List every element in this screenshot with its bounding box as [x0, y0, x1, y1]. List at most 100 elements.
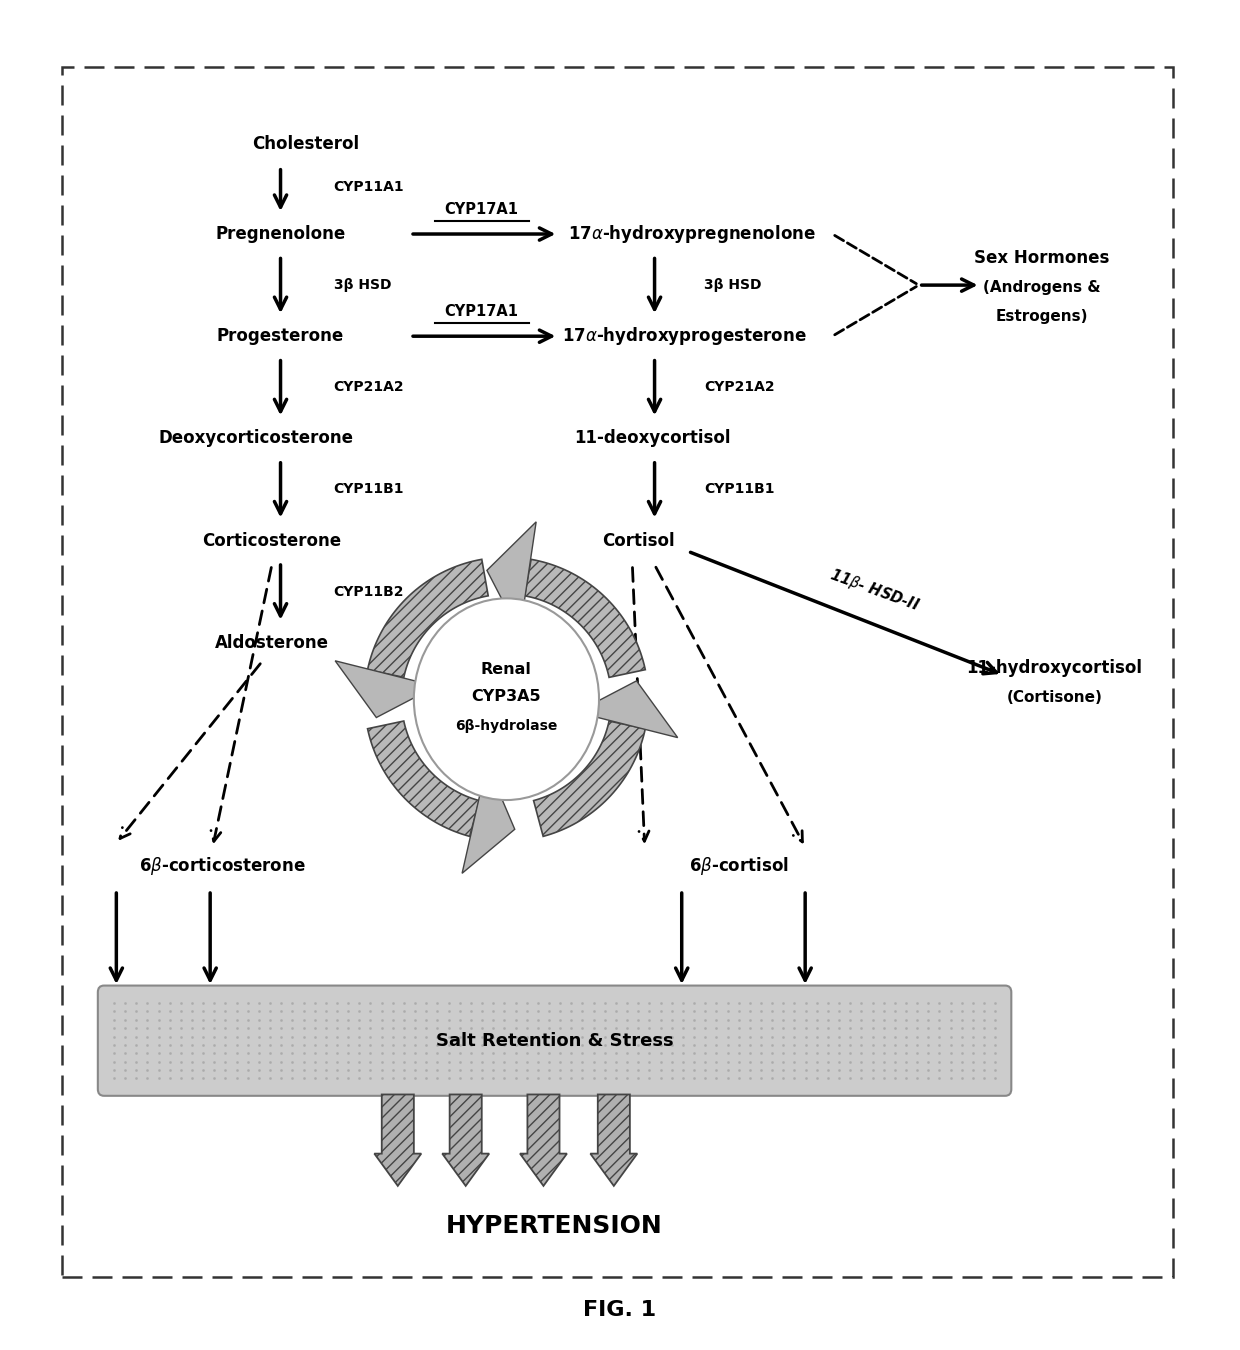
Point — [205, 992, 224, 1014]
Point — [339, 992, 358, 1014]
Point — [272, 1042, 291, 1064]
Point — [160, 1050, 180, 1072]
Point — [763, 1018, 782, 1040]
Point — [528, 1000, 548, 1022]
Point — [539, 1018, 559, 1040]
Point — [182, 1008, 202, 1030]
Point — [562, 1050, 582, 1072]
Point — [774, 1034, 794, 1056]
Point — [182, 1018, 202, 1040]
Point — [339, 1008, 358, 1030]
Point — [506, 1034, 526, 1056]
Point — [651, 1042, 671, 1064]
Point — [316, 1026, 336, 1048]
Point — [260, 992, 280, 1014]
Point — [863, 1008, 883, 1030]
Point — [919, 992, 939, 1014]
Text: 11-deoxycortisol: 11-deoxycortisol — [574, 429, 730, 447]
Point — [294, 1068, 314, 1089]
Point — [629, 1068, 649, 1089]
Point — [863, 1018, 883, 1040]
Point — [260, 1008, 280, 1030]
Point — [618, 1042, 637, 1064]
Point — [930, 1018, 950, 1040]
Point — [774, 1008, 794, 1030]
Point — [383, 1008, 403, 1030]
Point — [372, 1000, 392, 1022]
Point — [104, 1068, 124, 1089]
Point — [673, 1034, 693, 1056]
Point — [952, 1034, 972, 1056]
Point — [941, 1000, 961, 1022]
Point — [562, 1000, 582, 1022]
Point — [908, 1060, 928, 1081]
Point — [975, 1034, 994, 1056]
Point — [372, 1068, 392, 1089]
Point — [941, 992, 961, 1014]
Point — [584, 1026, 604, 1048]
Point — [919, 1018, 939, 1040]
Point — [227, 1000, 247, 1022]
Text: Cholesterol: Cholesterol — [252, 135, 358, 153]
Point — [171, 1026, 191, 1048]
Point — [539, 1000, 559, 1022]
Point — [874, 1060, 894, 1081]
Point — [249, 992, 269, 1014]
Point — [394, 1050, 414, 1072]
Point — [718, 1000, 738, 1022]
Point — [640, 1042, 660, 1064]
Point — [193, 1008, 213, 1030]
Point — [405, 1008, 425, 1030]
Point — [618, 992, 637, 1014]
Point — [684, 1000, 704, 1022]
Point — [138, 1060, 157, 1081]
Point — [963, 1034, 983, 1056]
Point — [472, 1060, 492, 1081]
Text: CYP11B1: CYP11B1 — [704, 482, 775, 497]
Point — [216, 1018, 236, 1040]
Point — [830, 1008, 849, 1030]
Text: 11$\beta$- HSD-II: 11$\beta$- HSD-II — [827, 566, 921, 616]
Point — [305, 1034, 325, 1056]
Point — [495, 1042, 515, 1064]
Text: CYP21A2: CYP21A2 — [704, 381, 775, 394]
Point — [684, 1018, 704, 1040]
Point — [874, 1000, 894, 1022]
Point — [461, 1008, 481, 1030]
Point — [394, 1026, 414, 1048]
Point — [260, 1068, 280, 1089]
Point — [506, 1068, 526, 1089]
Point — [684, 1060, 704, 1081]
Point — [138, 992, 157, 1014]
Point — [751, 1008, 771, 1030]
Point — [350, 992, 370, 1014]
Point — [528, 1008, 548, 1030]
Point — [216, 1060, 236, 1081]
Point — [138, 1018, 157, 1040]
Point — [149, 1050, 169, 1072]
Point — [517, 1026, 537, 1048]
Point — [785, 1050, 805, 1072]
Point — [662, 1050, 682, 1072]
Point — [986, 1008, 1006, 1030]
Point — [327, 1034, 347, 1056]
Point — [963, 1068, 983, 1089]
Point — [662, 1068, 682, 1089]
Point — [751, 1018, 771, 1040]
Point — [684, 1034, 704, 1056]
Point — [383, 1042, 403, 1064]
Point — [450, 1068, 470, 1089]
Point — [461, 1060, 481, 1081]
Point — [818, 1060, 838, 1081]
Point — [763, 1000, 782, 1022]
Point — [885, 1034, 905, 1056]
Point — [684, 1008, 704, 1030]
Point — [461, 1050, 481, 1072]
Point — [104, 992, 124, 1014]
Point — [595, 1060, 615, 1081]
Point — [428, 1050, 448, 1072]
Point — [506, 992, 526, 1014]
Point — [193, 1068, 213, 1089]
Point — [874, 1068, 894, 1089]
Point — [729, 1018, 749, 1040]
